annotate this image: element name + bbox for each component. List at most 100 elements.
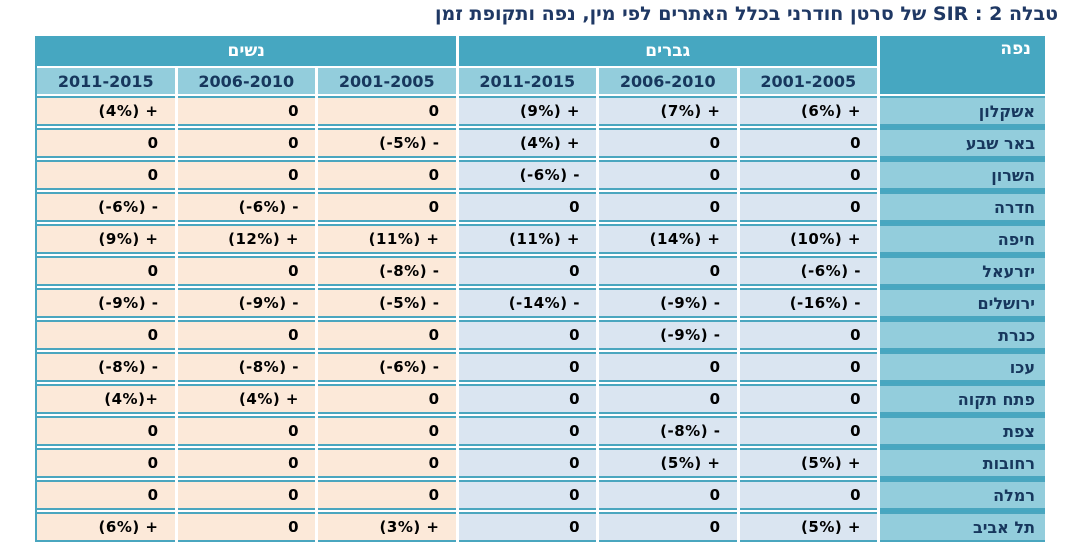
- district-header-cell: נפה: [880, 36, 1045, 94]
- value-cell-women-2011-2015: 0: [37, 416, 175, 446]
- value-cell-men-2011-2015: (11%) +: [458, 224, 596, 254]
- page-title: טבלה 2 : SIR של סרטן חודרני בכלל האתרים …: [435, 3, 1058, 25]
- value-cell-women-2011-2015: 0: [37, 160, 175, 190]
- district-cell: עכו: [880, 352, 1045, 382]
- value-cell-men-2001-2005: 0: [739, 160, 877, 190]
- value-cell-women-2001-2005: 0: [318, 384, 456, 414]
- value-cell-men-2006-2010: 0: [599, 192, 737, 222]
- value-cell-women-2006-2010: 0: [177, 128, 315, 158]
- value-cell-women-2006-2010: 0: [177, 320, 315, 350]
- value-cell-men-2001-2005: 0: [739, 192, 877, 222]
- value-cell-men-2001-2005: (-6%) -: [739, 256, 877, 286]
- value-cell-men-2006-2010: 0: [599, 256, 737, 286]
- value-cell-men-2011-2015: 0: [458, 256, 596, 286]
- value-cell-men-2006-2010: (7%) +: [599, 96, 737, 126]
- value-cell-women-2001-2005: 0: [318, 320, 456, 350]
- value-cell-women-2006-2010: 0: [177, 160, 315, 190]
- value-cell-women-2011-2015: (4%)+: [37, 384, 175, 414]
- value-cell-women-2006-2010: (-8%) -: [177, 352, 315, 382]
- value-cell-women-2006-2010: 0: [177, 416, 315, 446]
- value-cell-men-2006-2010: 0: [599, 160, 737, 190]
- value-cell-men-2011-2015: 0: [458, 192, 596, 222]
- value-cell-men-2006-2010: 0: [599, 480, 737, 510]
- district-cell: פתח תקוה: [880, 384, 1045, 414]
- value-cell-women-2011-2015: (4%) +: [37, 96, 175, 126]
- value-cell-men-2006-2010: 0: [599, 512, 737, 542]
- district-cell: צפת: [880, 416, 1045, 446]
- value-cell-men-2011-2015: 0: [458, 352, 596, 382]
- period-header-women-2001-2005: 2001-2005: [318, 68, 456, 94]
- value-cell-women-2006-2010: 0: [177, 480, 315, 510]
- value-cell-men-2006-2010: 0: [599, 128, 737, 158]
- value-cell-men-2011-2015: (-14%) -: [458, 288, 596, 318]
- value-cell-men-2001-2005: (5%) +: [739, 512, 877, 542]
- district-cell: תל אביב: [880, 512, 1045, 542]
- value-cell-women-2001-2005: (11%) +: [318, 224, 456, 254]
- value-cell-women-2001-2005: 0: [318, 192, 456, 222]
- value-cell-men-2006-2010: (-9%) -: [599, 288, 737, 318]
- district-cell: כנרת: [880, 320, 1045, 350]
- value-cell-women-2001-2005: 0: [318, 96, 456, 126]
- value-cell-women-2001-2005: 0: [318, 416, 456, 446]
- district-cell: השרון: [880, 160, 1045, 190]
- value-cell-men-2001-2005: (10%) +: [739, 224, 877, 254]
- value-cell-women-2006-2010: (-9%) -: [177, 288, 315, 318]
- period-header-men-2006-2010: 2006-2010: [599, 68, 737, 94]
- value-cell-women-2011-2015: 0: [37, 128, 175, 158]
- value-cell-women-2006-2010: (4%) +: [177, 384, 315, 414]
- value-cell-women-2011-2015: 0: [37, 448, 175, 478]
- value-cell-women-2001-2005: (-5%) -: [318, 288, 456, 318]
- district-cell: ירושלים: [880, 288, 1045, 318]
- district-cell: חיפה: [880, 224, 1045, 254]
- gender-header-women: נשים: [37, 36, 456, 66]
- sir-table-grid: נפה גברים נשים 2001-2005 2006-2010 2011-2015 2…: [35, 36, 1045, 542]
- value-cell-men-2006-2010: 0: [599, 352, 737, 382]
- value-cell-women-2001-2005: (-8%) -: [318, 256, 456, 286]
- period-header-men-2011-2015: 2011-2015: [458, 68, 596, 94]
- value-cell-men-2006-2010: (-9%) -: [599, 320, 737, 350]
- value-cell-men-2011-2015: (4%) +: [458, 128, 596, 158]
- value-cell-women-2011-2015: 0: [37, 320, 175, 350]
- district-cell: באר שבע: [880, 128, 1045, 158]
- district-cell: יזרעאל: [880, 256, 1045, 286]
- value-cell-women-2006-2010: 0: [177, 256, 315, 286]
- value-cell-women-2001-2005: (-5%) -: [318, 128, 456, 158]
- value-cell-women-2006-2010: (12%) +: [177, 224, 315, 254]
- value-cell-men-2001-2005: (-16%) -: [739, 288, 877, 318]
- value-cell-men-2011-2015: 0: [458, 416, 596, 446]
- value-cell-women-2001-2005: 0: [318, 160, 456, 190]
- value-cell-men-2011-2015: 0: [458, 384, 596, 414]
- value-cell-women-2011-2015: (-6%) -: [37, 192, 175, 222]
- value-cell-men-2011-2015: 0: [458, 320, 596, 350]
- value-cell-women-2011-2015: 0: [37, 480, 175, 510]
- value-cell-men-2001-2005: 0: [739, 320, 877, 350]
- value-cell-men-2001-2005: 0: [739, 480, 877, 510]
- value-cell-men-2011-2015: 0: [458, 448, 596, 478]
- value-cell-men-2011-2015: 0: [458, 512, 596, 542]
- value-cell-men-2006-2010: (14%) +: [599, 224, 737, 254]
- value-cell-men-2011-2015: (-6%) -: [458, 160, 596, 190]
- value-cell-men-2001-2005: 0: [739, 416, 877, 446]
- value-cell-men-2006-2010: 0: [599, 384, 737, 414]
- district-cell: אשקלון: [880, 96, 1045, 126]
- district-cell: חדרה: [880, 192, 1045, 222]
- value-cell-women-2006-2010: (-6%) -: [177, 192, 315, 222]
- period-header-men-2001-2005: 2001-2005: [739, 68, 877, 94]
- value-cell-women-2001-2005: (3%) +: [318, 512, 456, 542]
- district-cell: רמלה: [880, 480, 1045, 510]
- period-header-women-2006-2010: 2006-2010: [177, 68, 315, 94]
- value-cell-women-2001-2005: 0: [318, 448, 456, 478]
- district-cell: רחובות: [880, 448, 1045, 478]
- value-cell-men-2001-2005: 0: [739, 384, 877, 414]
- value-cell-men-2001-2005: (5%) +: [739, 448, 877, 478]
- value-cell-women-2011-2015: (-9%) -: [37, 288, 175, 318]
- value-cell-men-2011-2015: 0: [458, 480, 596, 510]
- value-cell-women-2001-2005: 0: [318, 480, 456, 510]
- value-cell-men-2011-2015: (9%) +: [458, 96, 596, 126]
- value-cell-men-2006-2010: (5%) +: [599, 448, 737, 478]
- value-cell-women-2011-2015: (-8%) -: [37, 352, 175, 382]
- period-header-women-2011-2015: 2011-2015: [37, 68, 175, 94]
- value-cell-men-2006-2010: (-8%) -: [599, 416, 737, 446]
- value-cell-women-2006-2010: 0: [177, 512, 315, 542]
